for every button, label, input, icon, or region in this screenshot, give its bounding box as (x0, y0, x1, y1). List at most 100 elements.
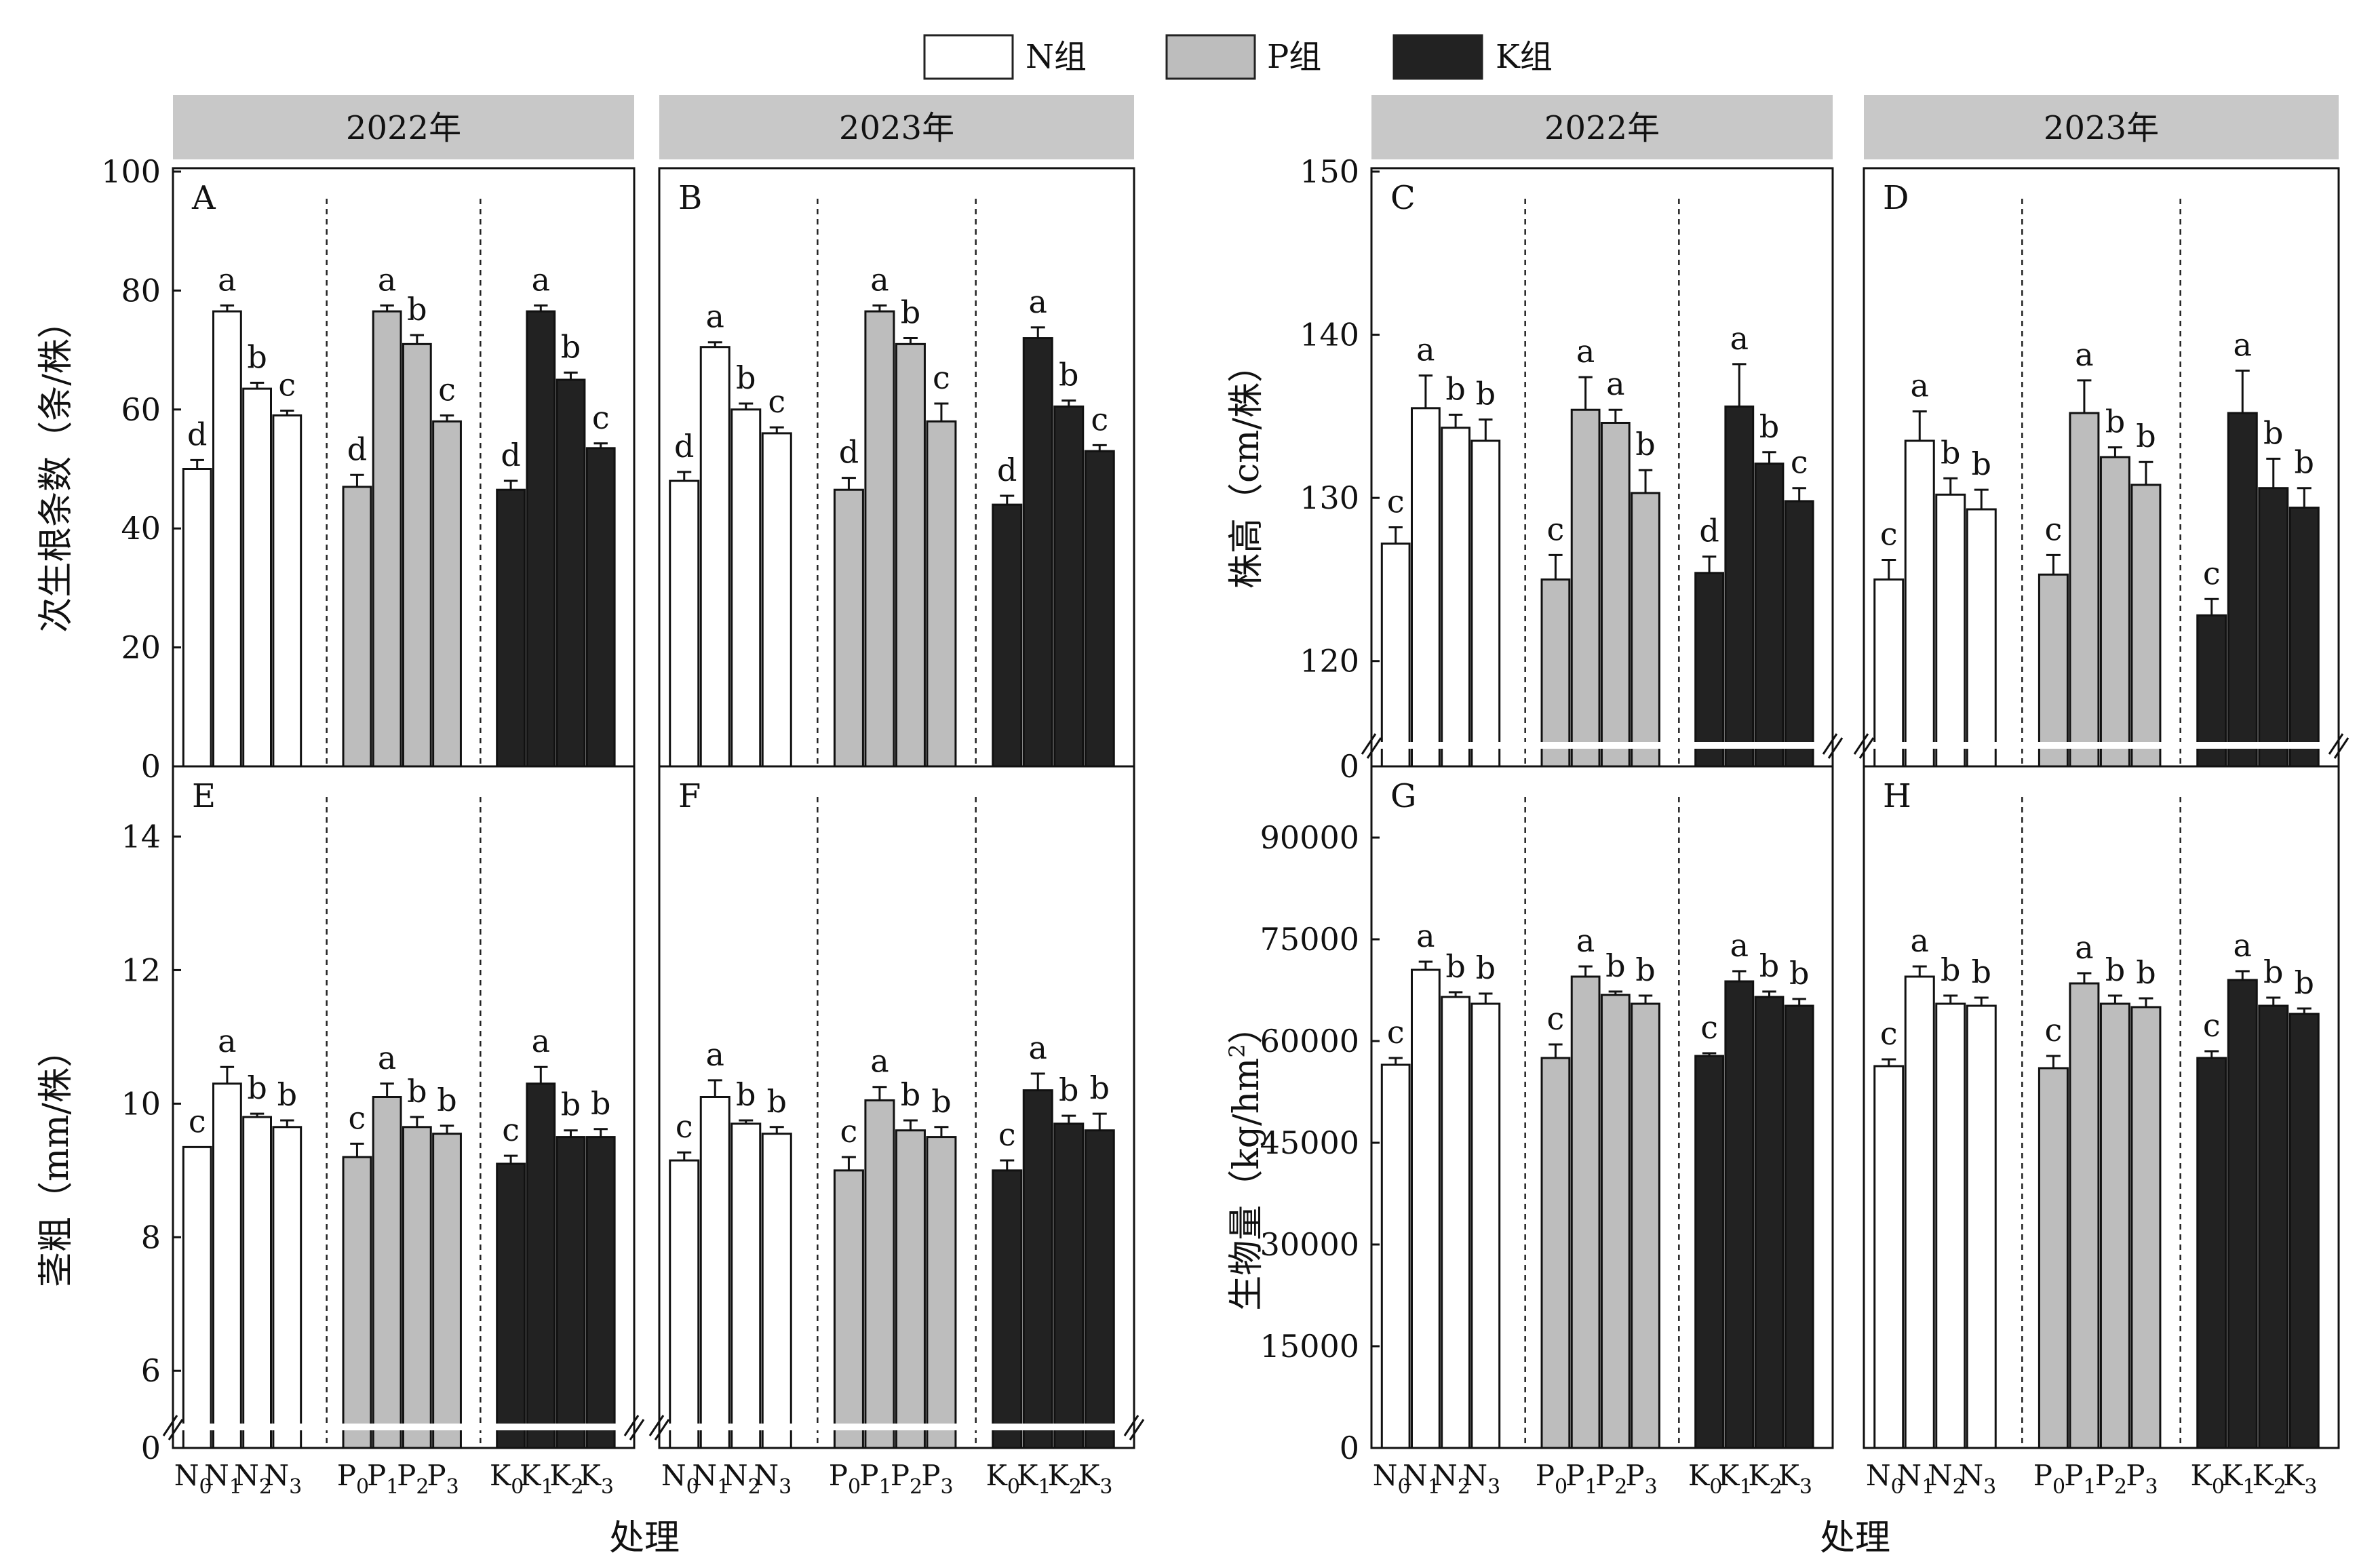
significance-letter: b (591, 1085, 610, 1122)
significance-letter: b (1941, 952, 1960, 988)
bar-k1 (1724, 980, 1755, 1449)
significance-letter: c (1387, 1014, 1405, 1051)
x-tick-letter: K (2191, 1459, 2213, 1492)
bar-p3 (926, 1136, 957, 1449)
x-tick-subscript: 0 (1398, 1475, 1411, 1499)
x-tick-letter: P (1595, 1459, 1614, 1492)
panel-letter: H (1883, 777, 1911, 815)
bar-k1 (1724, 405, 1755, 768)
axis-break-mark (629, 1419, 645, 1440)
significance-letter: c (768, 383, 785, 420)
bar-n0 (1873, 578, 1905, 768)
panel-letter: B (678, 179, 702, 217)
significance-letter: c (278, 367, 296, 404)
legend-label-p: P组 (1267, 38, 1321, 76)
x-tick-subscript: 2 (1953, 1475, 1966, 1499)
x-tick-letter: N (754, 1459, 779, 1492)
axis-break-mark (162, 1415, 178, 1436)
x-tick-subscript: 0 (356, 1475, 369, 1499)
y-label-roots: 次生根条数（条/株） (36, 303, 77, 633)
x-tick-subscript: 1 (386, 1475, 399, 1499)
significance-letter: d (501, 437, 520, 473)
x-tick-letter: K (1688, 1459, 1711, 1492)
bar-p0 (342, 486, 372, 768)
significance-letter: c (349, 1099, 366, 1136)
legend-label-n: N组 (1026, 38, 1087, 76)
significance-letter: a (1416, 332, 1435, 368)
bar-p2 (402, 342, 432, 768)
bar-p3 (1631, 492, 1660, 768)
significance-letter: b (1059, 357, 1078, 393)
y-label-biomass: 生物量（kg/hm2） (1224, 1008, 1267, 1311)
y-tick-label: 60 (121, 391, 161, 428)
x-tick-subscript: 2 (1614, 1475, 1627, 1499)
x-tick-subscript: 2 (1770, 1475, 1782, 1499)
legend-swatch-k (1392, 34, 1483, 80)
x-tick-letter: N (1896, 1459, 1922, 1492)
significance-letter: b (2295, 964, 2314, 1001)
legend: N组 P组 K组 (923, 34, 1553, 80)
x-tick-label: P3 (1625, 1459, 1657, 1499)
axis-break-mark (1366, 737, 1382, 759)
x-tick-label: P2 (1595, 1459, 1627, 1499)
bar-k2 (1754, 463, 1785, 768)
bar-p1 (1570, 408, 1601, 768)
x-tick-subscript: 1 (229, 1475, 242, 1499)
bar-n2 (1935, 493, 1966, 768)
significance-letter: b (247, 1070, 267, 1106)
significance-letter: b (561, 1086, 581, 1123)
bar-n3 (1966, 508, 1997, 768)
bar-p1 (2069, 412, 2100, 768)
significance-letter: d (1699, 513, 1719, 549)
x-tick-label: N2 (723, 1459, 761, 1499)
panel-e: E681012140cN0aN1bN2bN3cP0aP1bP2bP3cK0aK1… (121, 765, 645, 1499)
axis-break-mark (1853, 733, 1869, 755)
significance-letter: c (2045, 1012, 2063, 1048)
bar-n2 (1441, 427, 1470, 768)
bar-p0 (2038, 573, 2069, 768)
bar-n3 (761, 1133, 792, 1449)
significance-letter: b (1759, 408, 1779, 445)
significance-letter: b (1635, 952, 1655, 988)
bar-k1 (526, 310, 556, 768)
significance-letter: a (2075, 929, 2093, 966)
bar-n1 (699, 346, 730, 768)
x-tick-label: P3 (921, 1459, 953, 1499)
bar-p1 (372, 310, 402, 768)
x-tick-letter: P (367, 1459, 386, 1492)
bar-k0 (1694, 1055, 1724, 1449)
axis-break-mark (648, 1415, 665, 1436)
bar-p2 (895, 342, 926, 768)
significance-letter: c (1091, 401, 1108, 437)
x-tick-letter: K (1748, 1459, 1770, 1492)
x-tick-subscript: 2 (2274, 1475, 2286, 1499)
x-tick-letter: N (204, 1459, 229, 1492)
x-tick-letter: P (1565, 1459, 1584, 1492)
x-tick-letter: P (397, 1459, 416, 1492)
x-tick-subscript: 0 (1007, 1475, 1020, 1499)
significance-letter: b (1789, 955, 1809, 992)
significance-letter: b (2105, 952, 2125, 988)
significance-letter: a (1606, 366, 1624, 402)
bar-k2 (1754, 996, 1785, 1449)
x-tick-letter: K (2283, 1459, 2305, 1492)
x-tick-subscript: 3 (446, 1475, 459, 1499)
x-label-right: 处理 (1820, 1518, 1890, 1559)
x-tick-letter: N (1403, 1459, 1428, 1492)
x-tick-subscript: 2 (2114, 1475, 2127, 1499)
x-tick-letter: N (1462, 1459, 1487, 1492)
x-tick-label: K2 (549, 1459, 583, 1499)
y-tick-label: 45000 (1260, 1124, 1359, 1161)
bar-p0 (1540, 1057, 1571, 1449)
significance-letter: c (2203, 1007, 2221, 1044)
bar-k3 (585, 447, 616, 768)
year-header-left-2023 (659, 95, 1134, 159)
bar-p1 (1570, 975, 1601, 1449)
year-label-left-2022: 2022年 (346, 109, 461, 147)
x-label-left: 处理 (609, 1518, 680, 1559)
year-header-right-2022 (1371, 95, 1833, 159)
bar-n1 (1904, 439, 1935, 768)
significance-letter: b (1059, 1072, 1078, 1108)
